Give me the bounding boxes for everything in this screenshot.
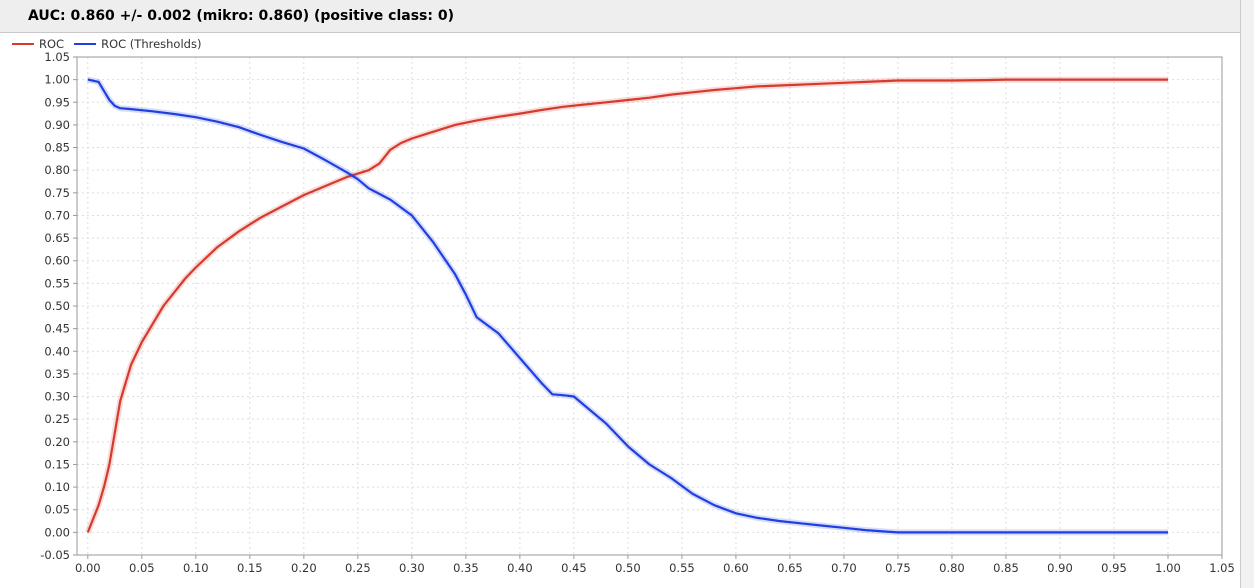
x-tick-label: 1.00 [1155, 561, 1181, 575]
x-tick-label: 0.25 [345, 561, 371, 575]
x-tick-label: 0.90 [1047, 561, 1073, 575]
y-tick-label: 0.35 [44, 367, 70, 381]
legend-label-thresholds: ROC (Thresholds) [101, 37, 202, 51]
y-tick-label: -0.05 [40, 548, 70, 562]
y-tick-label: 0.00 [44, 525, 70, 539]
x-tick-label: 0.70 [831, 561, 857, 575]
x-tick-label: 0.35 [453, 561, 479, 575]
x-tick-label: 0.40 [507, 561, 533, 575]
x-tick-label: 0.10 [183, 561, 209, 575]
y-tick-label: 0.80 [44, 163, 70, 177]
y-tick-label: 0.70 [44, 208, 70, 222]
roc-line [86, 78, 1168, 533]
y-tick-label: 0.55 [44, 276, 70, 290]
series-lines [85, 76, 1168, 536]
y-axis: -0.05 0.00 0.05 0.10 0.15 0.20 0.25 0.30 0.35 0.4… [40, 50, 77, 562]
y-tick-label: 1.00 [44, 73, 70, 87]
x-tick-label: 0.85 [993, 561, 1019, 575]
chart-title-bar: AUC: 0.860 +/- 0.002 (mikro: 0.860) (pos… [0, 0, 1240, 33]
x-tick-label: 0.60 [723, 561, 749, 575]
chart-legend: ROC ROC (Thresholds) [12, 36, 211, 52]
x-tick-label: 0.30 [399, 561, 425, 575]
y-tick-label: 1.05 [44, 50, 70, 64]
y-tick-label: 0.90 [44, 118, 70, 132]
x-tick-label: 1.05 [1209, 561, 1235, 575]
y-tick-label: 0.95 [44, 95, 70, 109]
y-tick-label: 0.25 [44, 412, 70, 426]
side-panel-edge[interactable] [1240, 0, 1254, 588]
x-tick-label: 0.80 [939, 561, 965, 575]
y-tick-label: 0.05 [44, 503, 70, 517]
x-tick-label: 0.65 [777, 561, 803, 575]
x-axis: 0.00 0.05 0.10 0.15 0.20 0.25 0.30 0.35 0.40 0.45… [75, 555, 1235, 575]
x-tick-label: 0.05 [129, 561, 155, 575]
y-tick-label: 0.10 [44, 480, 70, 494]
x-tick-label: 0.75 [885, 561, 911, 575]
x-tick-label: 0.95 [1101, 561, 1127, 575]
legend-item-thresholds[interactable]: ROC (Thresholds) [74, 37, 201, 51]
x-tick-label: 0.20 [291, 561, 317, 575]
y-tick-label: 0.20 [44, 435, 70, 449]
y-tick-label: 0.85 [44, 141, 70, 155]
x-tick-label: 0.55 [669, 561, 695, 575]
y-tick-label: 0.30 [44, 390, 70, 404]
y-tick-label: 0.40 [44, 344, 70, 358]
legend-swatch-thresholds [74, 43, 97, 45]
roc-thresholds-line [87, 78, 1168, 534]
y-tick-label: 0.60 [44, 254, 70, 268]
chart-title: AUC: 0.860 +/- 0.002 (mikro: 0.860) (pos… [28, 8, 454, 24]
y-tick-label: 0.15 [44, 457, 70, 471]
legend-label-roc: ROC [39, 37, 65, 51]
y-tick-label: 0.45 [44, 322, 70, 336]
legend-swatch-roc [12, 43, 34, 45]
x-tick-label: 0.00 [75, 561, 101, 575]
y-tick-label: 0.75 [44, 186, 70, 200]
legend-item-roc[interactable]: ROC [12, 37, 64, 51]
y-tick-label: 0.65 [44, 231, 70, 245]
y-tick-label: 0.50 [44, 299, 70, 313]
x-tick-label: 0.50 [615, 561, 641, 575]
x-tick-label: 0.15 [237, 561, 263, 575]
x-tick-label: 0.45 [561, 561, 587, 575]
